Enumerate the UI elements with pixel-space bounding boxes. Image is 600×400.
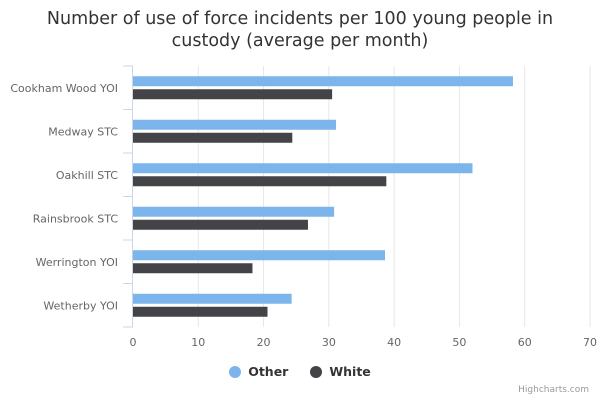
credits-link[interactable]: Highcharts.com bbox=[518, 385, 589, 395]
chart-legend: Other White bbox=[0, 364, 600, 379]
bar-other-1 bbox=[133, 119, 337, 130]
x-tick-label-70: 70 bbox=[583, 336, 597, 349]
legend-marker-other bbox=[229, 365, 242, 378]
legend-item-white[interactable]: White bbox=[310, 364, 371, 379]
category-label-3: Rainsbrook STC bbox=[33, 212, 119, 225]
legend-item-other[interactable]: Other bbox=[229, 364, 288, 379]
bar-other-2 bbox=[133, 163, 473, 174]
bar-white-1 bbox=[133, 132, 293, 143]
legend-marker-white bbox=[310, 365, 323, 378]
chart-title-line-2: custody (average per month) bbox=[171, 31, 429, 51]
category-label-2: Oakhill STC bbox=[56, 169, 118, 182]
bar-white-0 bbox=[133, 89, 333, 100]
bar-white-2 bbox=[133, 176, 387, 187]
x-tick-label-60: 60 bbox=[518, 336, 532, 349]
x-tick-label-10: 10 bbox=[191, 336, 205, 349]
x-tick-label-50: 50 bbox=[452, 336, 466, 349]
bar-other-0 bbox=[133, 76, 513, 87]
legend-label-white: White bbox=[329, 364, 371, 379]
chart-title: Number of use of force incidents per 100… bbox=[0, 8, 600, 52]
category-label-4: Werrington YOI bbox=[36, 256, 118, 269]
bar-other-4 bbox=[133, 250, 386, 261]
chart-title-line-1: Number of use of force incidents per 100… bbox=[46, 9, 554, 29]
category-label-0: Cookham Wood YOI bbox=[10, 82, 118, 95]
bar-white-3 bbox=[133, 219, 308, 230]
legend-label-other: Other bbox=[248, 364, 289, 379]
bar-white-5 bbox=[133, 306, 268, 317]
bar-white-4 bbox=[133, 263, 253, 274]
category-label-5: Wetherby YOI bbox=[43, 299, 118, 312]
x-tick-label-0: 0 bbox=[130, 336, 137, 349]
category-label-1: Medway STC bbox=[48, 125, 118, 138]
bar-other-5 bbox=[133, 293, 292, 304]
bar-other-3 bbox=[133, 206, 335, 217]
x-tick-label-40: 40 bbox=[387, 336, 401, 349]
x-tick-label-30: 30 bbox=[322, 336, 336, 349]
x-tick-label-20: 20 bbox=[257, 336, 271, 349]
